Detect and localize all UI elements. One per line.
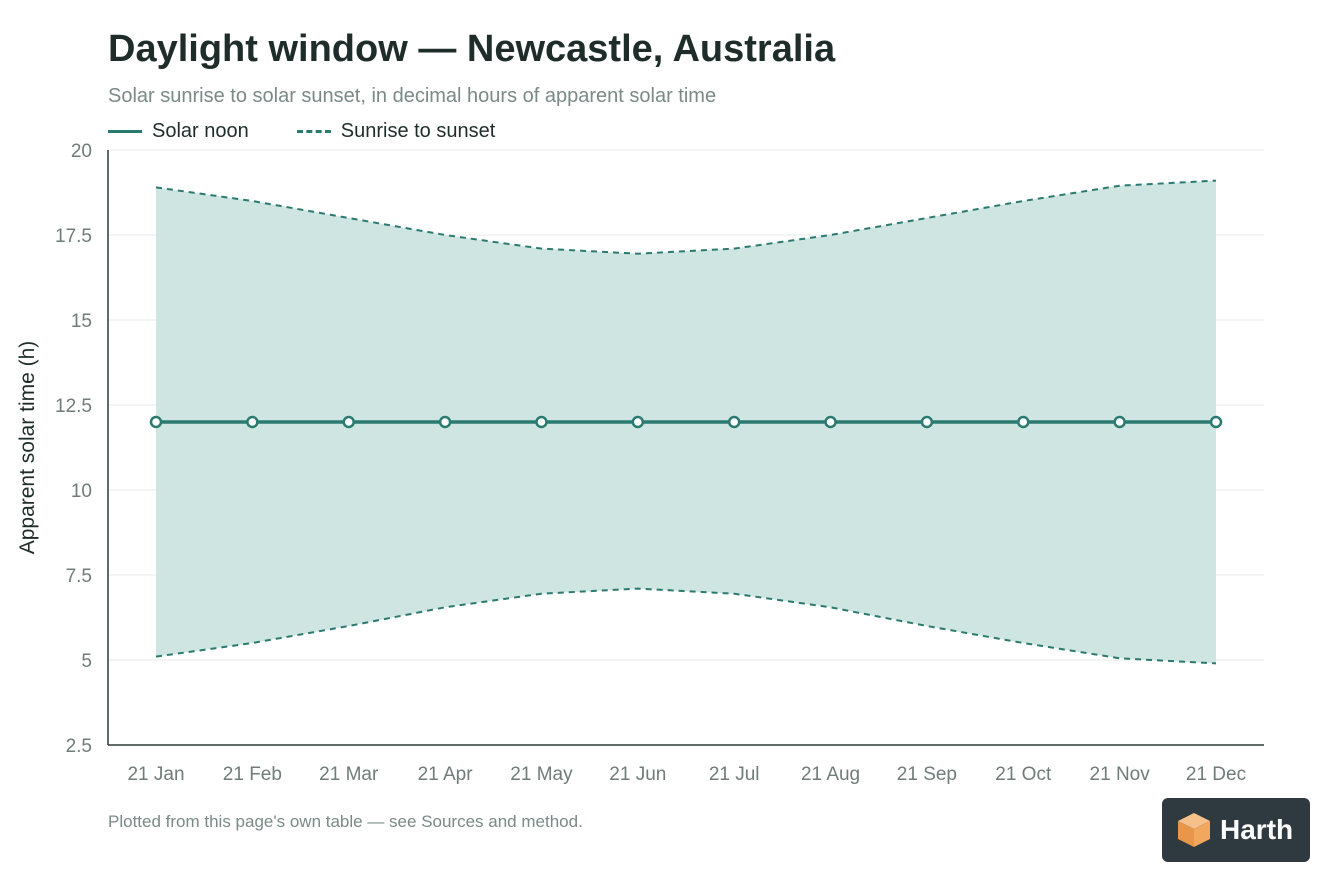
y-tick-label: 5	[81, 651, 92, 672]
footer-note: Plotted from this page's own table — see…	[108, 812, 583, 831]
solar-noon-point	[1017, 415, 1030, 429]
y-tick-label: 10	[71, 481, 92, 502]
solar-noon-point	[246, 415, 259, 429]
y-tick-label: 2.5	[66, 736, 92, 757]
y-tick-label: 17.5	[55, 226, 92, 247]
x-tick-label: 21 Sep	[897, 764, 957, 785]
x-tick-label: 21 May	[510, 764, 573, 785]
solar-noon-point	[727, 415, 741, 429]
y-tick-label: 7.5	[66, 566, 92, 587]
chart-subtitle: Solar sunrise to solar sunset, in decima…	[108, 85, 717, 107]
y-tick-label: 20	[71, 141, 92, 162]
legend-item-sunrise-sunset[interactable]: Sunrise to sunset	[296, 120, 496, 143]
x-tick-label: 21 Nov	[1090, 764, 1151, 785]
x-tick-label: 21 Mar	[319, 764, 379, 785]
dashed-line-swatch	[296, 130, 331, 133]
solar-noon-point	[342, 415, 355, 429]
solar-noon-point	[438, 415, 452, 429]
legend-label-sunrise-sunset: Sunrise to sunset	[340, 120, 496, 142]
legend-item-solar-noon[interactable]: Solar noon	[108, 120, 249, 143]
y-axis-label: Apparent solar time (h)	[16, 341, 39, 555]
x-tick-label: 21 Feb	[223, 764, 282, 785]
solar-noon-point	[920, 415, 934, 429]
x-tick-label: 21 Jan	[127, 764, 184, 785]
x-tick-label: 21 Aug	[801, 764, 860, 785]
x-tick-label: 21 Jun	[609, 764, 666, 785]
logo-text: Harth	[1220, 814, 1294, 845]
cube-icon	[1178, 813, 1210, 847]
solar-noon-point	[149, 415, 163, 429]
y-tick-label: 12.5	[55, 396, 92, 417]
solar-noon-point	[631, 415, 645, 429]
legend-label-solar-noon: Solar noon	[152, 120, 249, 142]
x-tick-label: 21 Dec	[1186, 764, 1246, 785]
solar-noon-point	[1113, 415, 1126, 429]
x-tick-label: 21 Apr	[418, 764, 474, 785]
solar-noon-point	[535, 415, 548, 429]
x-tick-label: 21 Oct	[995, 764, 1052, 785]
x-tick-label: 21 Jul	[709, 764, 760, 785]
solar-noon-point	[1209, 415, 1223, 429]
solar-noon-point	[824, 415, 837, 429]
y-tick-label: 15	[71, 311, 92, 332]
sunset-line	[155, 179, 1217, 255]
harth-logo: Harth	[1162, 798, 1310, 862]
solid-line-swatch	[108, 130, 142, 133]
sunrise-line	[155, 587, 1217, 665]
chart-title: Daylight window — Newcastle, Australia	[108, 28, 836, 70]
legend: Solar noon Sunrise to sunset	[108, 120, 543, 143]
